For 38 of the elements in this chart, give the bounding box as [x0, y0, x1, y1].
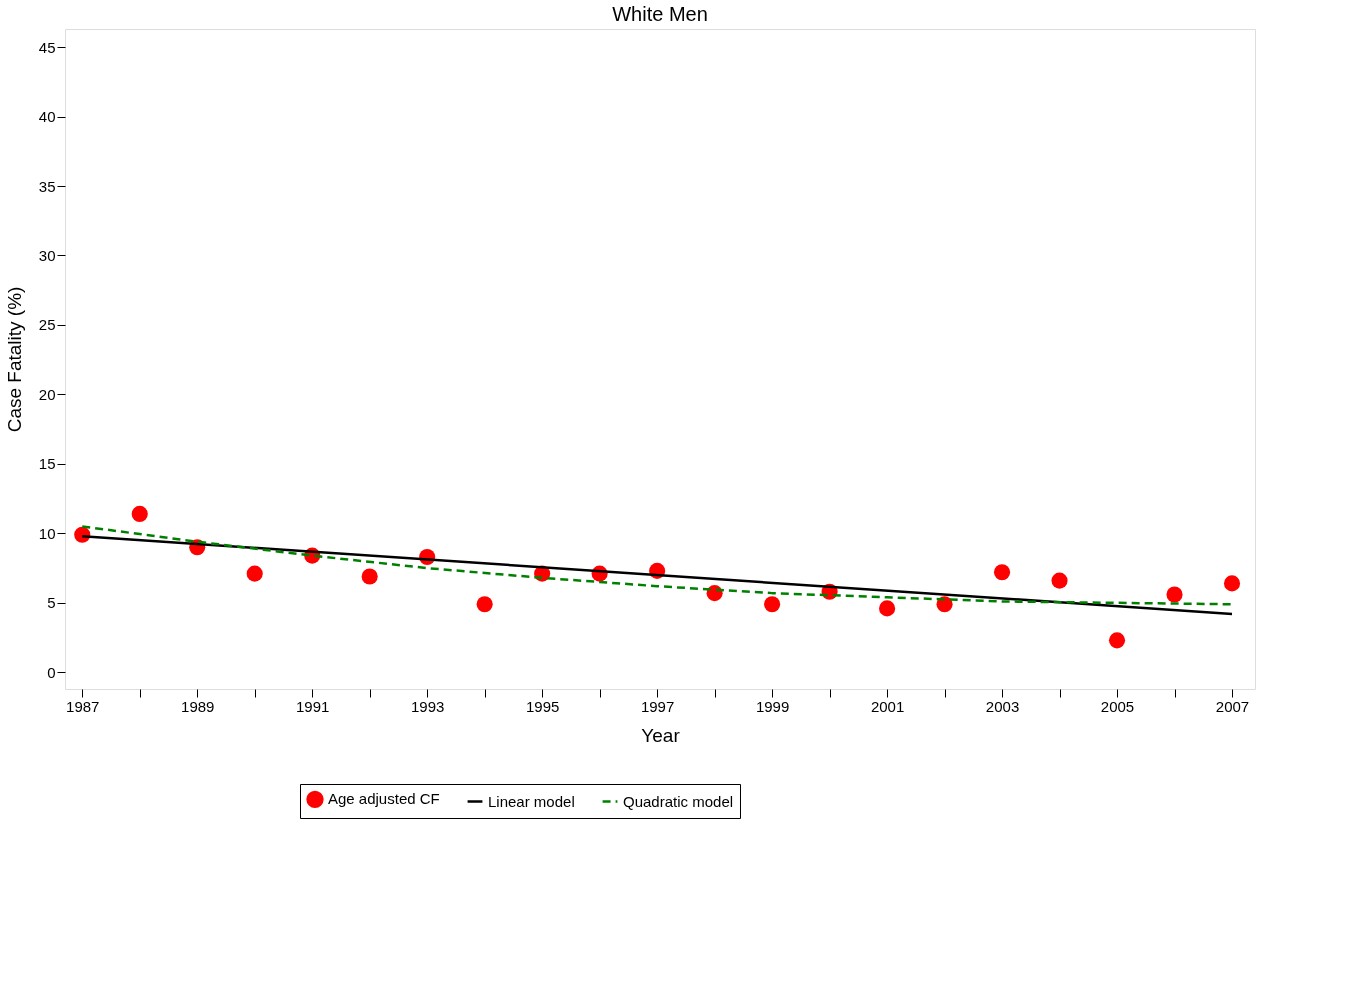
legend-label: Age adjusted CF	[328, 790, 440, 808]
y-tick-label: 35	[38, 177, 56, 195]
y-tick-label: 20	[38, 385, 56, 403]
y-tick-label: 10	[38, 524, 56, 542]
point	[764, 596, 781, 613]
x-axis-title: Year	[641, 724, 681, 746]
point	[1051, 572, 1068, 589]
point	[879, 600, 896, 617]
point	[1223, 575, 1241, 592]
point	[131, 505, 148, 522]
y-tick-label: 30	[38, 246, 56, 264]
x-tick-label: 2007	[1215, 697, 1250, 715]
x-tick-label: 1999	[755, 697, 790, 715]
legend-label: Quadratic model	[623, 792, 734, 810]
x-tick-label: 2003	[985, 697, 1020, 715]
y-tick-label: 25	[38, 316, 56, 334]
point	[476, 596, 493, 613]
y-tick-label: 45	[38, 38, 56, 56]
y-tick-label: 15	[38, 455, 56, 473]
point	[1166, 586, 1183, 603]
point	[361, 568, 378, 585]
x-tick-label: 1997	[640, 697, 675, 715]
x-tick-label: 2001	[870, 697, 905, 715]
x-tick-label: 1995	[525, 697, 560, 715]
point	[1108, 632, 1126, 649]
x-tick-label: 1993	[410, 697, 445, 715]
x-tick-label: 1989	[181, 697, 215, 715]
point	[993, 564, 1011, 581]
y-tick-label: 0	[47, 663, 56, 681]
y-tick-label: 40	[38, 108, 56, 126]
y-tick-label: 5	[47, 594, 56, 612]
x-tick-label: 2005	[1100, 697, 1135, 715]
chart-title: White Men	[612, 3, 708, 25]
x-tick-label: 1991	[296, 697, 330, 715]
legend-label: Linear model	[488, 792, 575, 810]
point	[246, 565, 263, 582]
y-axis-title: Case Fatality (%)	[3, 286, 25, 433]
x-tick-label: 1987	[66, 697, 100, 715]
